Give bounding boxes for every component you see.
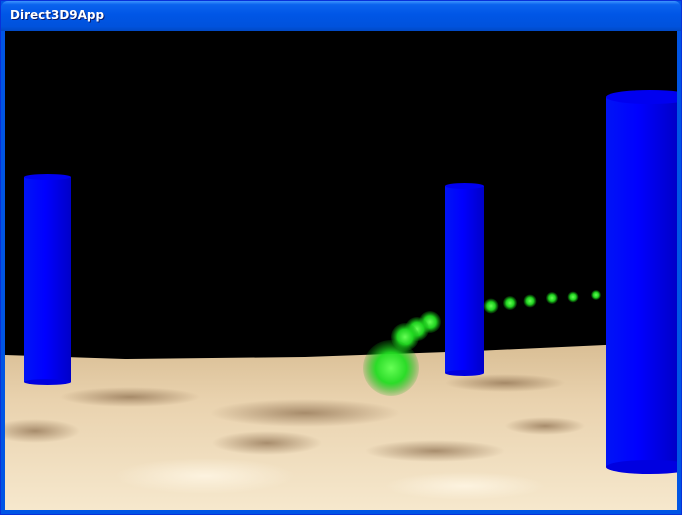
ground-texture bbox=[5, 374, 585, 500]
pillar-right bbox=[606, 90, 677, 474]
render-viewport[interactable] bbox=[5, 31, 677, 510]
pillar-left bbox=[24, 174, 71, 385]
pillar-center bbox=[445, 183, 484, 376]
window-title: Direct3D9App bbox=[10, 8, 105, 22]
window-frame-left bbox=[1, 31, 5, 514]
title-bar[interactable]: Direct3D9App bbox=[1, 1, 681, 31]
window-frame-right bbox=[677, 31, 681, 514]
particle-trail bbox=[363, 290, 601, 396]
scene-canvas bbox=[5, 90, 677, 510]
window-frame-bottom bbox=[1, 510, 681, 514]
